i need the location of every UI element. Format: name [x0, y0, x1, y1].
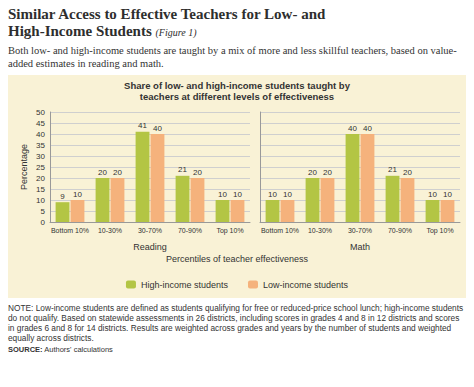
svg-text:9: 9: [60, 192, 65, 201]
html-text:Both low- and high-income stud: Both low- and high-income students are t…: [8, 45, 457, 69]
svg-text:40: 40: [363, 124, 372, 133]
svg-text:20: 20: [98, 168, 107, 177]
svg-text:Top 10%: Top 10%: [426, 227, 453, 235]
svg-text:10: 10: [36, 196, 45, 205]
svg-text:20: 20: [36, 174, 45, 183]
svg-text:40: 40: [36, 130, 45, 139]
svg-text:45: 45: [36, 119, 45, 128]
svg-text:30: 30: [36, 152, 45, 161]
svg-text:20: 20: [113, 168, 122, 177]
svg-text:70-90%: 70-90%: [178, 227, 202, 234]
svg-text:20: 20: [323, 168, 332, 177]
svg-text:0: 0: [41, 218, 46, 227]
svg-text:Low-income students: Low-income students: [263, 280, 349, 290]
svg-text:40: 40: [348, 124, 357, 133]
svg-text:10: 10: [268, 190, 277, 199]
svg-text:Top 10%: Top 10%: [216, 227, 243, 235]
svg-text:Percentage: Percentage: [19, 144, 29, 190]
svg-text:10: 10: [428, 190, 437, 199]
svg-text:10-30%: 10-30%: [308, 227, 332, 234]
svg-text:10: 10: [218, 190, 227, 199]
svg-text:15: 15: [36, 185, 45, 194]
svg-text:30-70%: 30-70%: [138, 227, 162, 234]
svg-text:50: 50: [36, 108, 45, 117]
svg-text:5: 5: [41, 207, 46, 216]
svg-text:40: 40: [153, 124, 162, 133]
svg-text:70-90%: 70-90%: [388, 227, 412, 234]
svg-text:10: 10: [443, 190, 452, 199]
svg-text:41: 41: [138, 121, 147, 130]
svg-text:10: 10: [233, 190, 242, 199]
svg-text:Bottom 10%: Bottom 10%: [51, 227, 89, 234]
svg-text:35: 35: [36, 141, 45, 150]
svg-text:30-70%: 30-70%: [348, 227, 372, 234]
svg-text:High-income students: High-income students: [141, 280, 229, 290]
svg-text:10-30%: 10-30%: [98, 227, 122, 234]
html-text:Similar Access to Effective Te: Similar Access to Effective Teachers for…: [8, 6, 326, 39]
svg-text:20: 20: [308, 168, 317, 177]
html-text:NOTE: Low-income students are: NOTE: Low-income students are defined as…: [8, 303, 464, 343]
svg-text:25: 25: [36, 163, 45, 172]
svg-text:21: 21: [388, 165, 397, 174]
html-text:SOURCE: Authors' calculations: SOURCE: Authors' calculations: [8, 345, 113, 354]
svg-text:Bottom 10%: Bottom 10%: [261, 227, 299, 234]
svg-text:10: 10: [283, 190, 292, 199]
svg-text:20: 20: [193, 168, 202, 177]
svg-text:10: 10: [73, 190, 82, 199]
svg-text:Math: Math: [350, 242, 370, 252]
svg-text:20: 20: [403, 168, 412, 177]
html-text:Share of low- and high-income: Share of low- and high-income students t…: [124, 80, 350, 102]
svg-text:21: 21: [178, 165, 187, 174]
svg-text:Percentiles of teacher effecti: Percentiles of teacher effectiveness: [166, 254, 308, 264]
svg-text:Reading: Reading: [133, 242, 167, 252]
